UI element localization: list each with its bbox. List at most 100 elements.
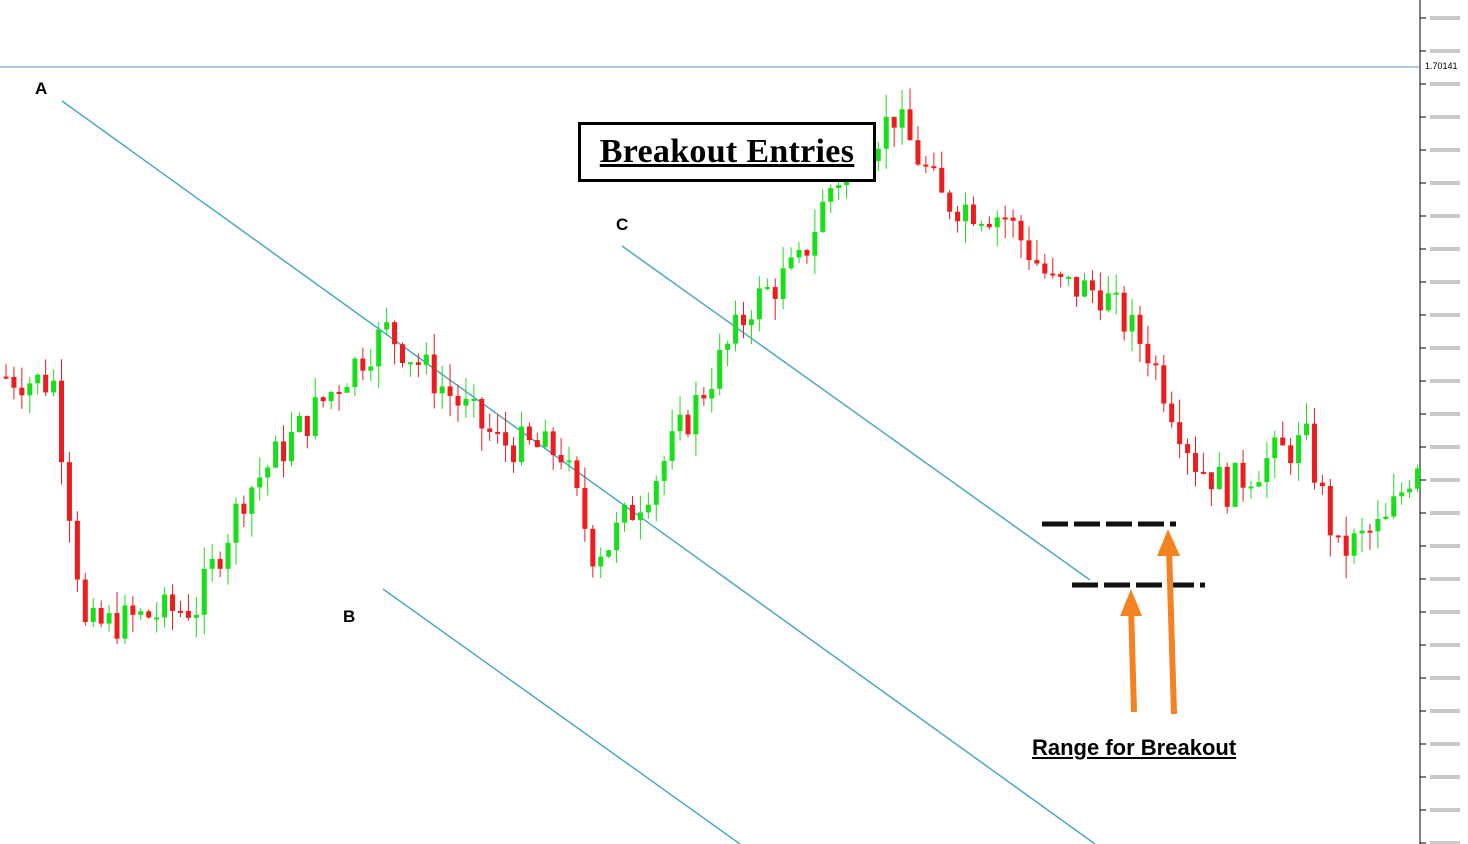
price-axis-tick-label [1430,742,1460,746]
candle-bear [1034,260,1040,264]
candle-bear [400,344,405,363]
candle-bear [685,414,691,435]
candle-bull [622,504,628,523]
candle-bear [1097,290,1103,311]
candle-bear [1010,217,1016,221]
candle-bull [328,391,334,402]
candle-bull [1256,482,1262,487]
candle-bull [368,366,374,371]
candle-bull [376,329,382,367]
candle-bear [43,374,49,393]
candle-bear [1343,535,1349,556]
candle-bull [1296,435,1302,464]
candle-bear [970,204,976,225]
candle-bull [257,477,263,488]
candle-bull [748,319,754,326]
candle-bear [1185,444,1191,454]
price-axis-tick-label [1430,808,1460,812]
candle-bear [82,579,88,622]
candle-bull [209,558,215,569]
candle-bull [637,512,643,521]
candle-bear [574,460,580,489]
candle-bear [1208,472,1214,490]
candle-bull [899,109,905,128]
candle-bull [764,287,770,290]
candle-bull [1113,292,1119,295]
candle-bear [558,455,564,463]
candle-bear [1224,466,1230,507]
candle-bear [66,462,72,521]
candle-bull [828,188,834,202]
candle-bear [19,387,25,396]
candle-bull [138,611,144,615]
arrow-upper-shaft [1166,547,1177,715]
candle-bull [883,116,889,149]
price-axis-tick-label [1430,841,1460,844]
price-axis-tick-label [1430,247,1460,251]
candle-bull [225,542,231,569]
candle-bull [1351,533,1357,556]
candle-bear [495,431,501,434]
candle-bull [756,288,762,320]
candle-bull [1304,423,1310,436]
candle-bear [59,380,65,463]
candle-bear [241,503,247,514]
candle-bear [1137,314,1143,344]
point-label-b: B [343,607,356,626]
candle-bull [35,374,41,384]
candle-bull [661,460,667,481]
arrow-lower-shaft [1128,605,1137,713]
candle-bear [534,440,540,448]
candle-bull [344,387,350,393]
candle-bear [281,441,287,462]
candle-bear [772,287,778,299]
candle-bear [1280,437,1286,446]
price-axis-tick-label [1430,82,1460,86]
candle-bear [455,395,461,406]
candle-bear [320,397,326,402]
candle-bull [471,398,477,401]
candle-bear [891,116,897,128]
candle-bull [463,398,469,406]
candle-bull [1415,468,1421,489]
breakout-arrows [1120,529,1180,715]
current-price-tag: 1.70141 [1424,61,1459,71]
candle-bear [146,611,152,618]
price-axis-tick-label [1430,445,1460,449]
candle-bull [669,431,675,461]
candle-bear [1177,422,1183,445]
candle-bull [1216,466,1222,490]
candle-bear [1145,343,1151,364]
candle-bear [947,192,953,212]
candle-bear [447,386,453,396]
candle-bear [479,398,485,429]
candle-bull [265,467,271,478]
candle-bull [407,362,413,365]
candle-bull [875,148,881,162]
candle-bear [1200,471,1206,474]
candle-bull [162,594,168,618]
candle-bull [201,568,207,615]
candle-bear [804,249,810,256]
range-for-breakout-label: Range for Breakout [1032,735,1237,760]
candle-bear [986,223,992,228]
candlesticks [3,88,1421,645]
candle-bull [606,550,612,557]
candle-bull [288,432,294,462]
candle-bear [1367,530,1373,533]
price-axis-tick-label [1430,610,1460,614]
candle-bull [653,480,659,505]
candle-bear [431,354,437,394]
candle-bear [1153,363,1159,366]
candle-bull [233,503,239,543]
candle-bull [1375,519,1381,532]
candle-bull [1105,293,1111,311]
candle-bear [304,415,310,437]
candle-bull [1081,280,1087,297]
candle-bear [1169,403,1175,423]
candle-bear [114,613,120,639]
price-axis-tick-label [1430,577,1460,581]
candle-bull [836,185,842,189]
price-axis-tick-label [1430,346,1460,350]
